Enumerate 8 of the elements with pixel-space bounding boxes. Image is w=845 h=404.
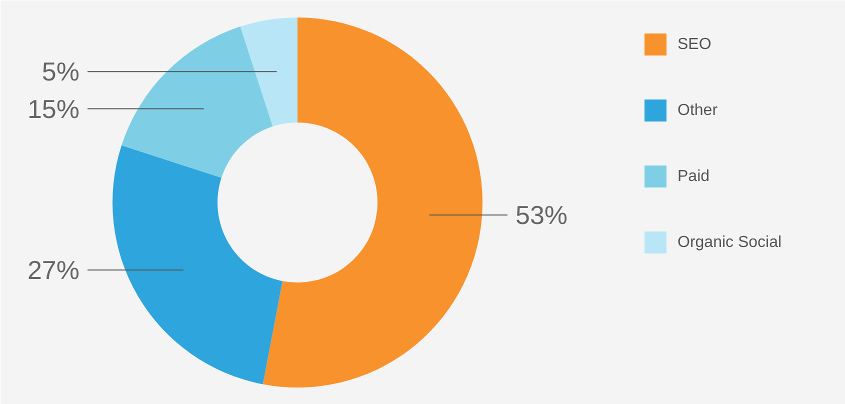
data-label: 5% <box>42 56 80 87</box>
data-label: 27% <box>27 254 80 285</box>
legend-label: Other <box>678 102 718 119</box>
legend-label: Paid <box>678 168 710 185</box>
data-label: 53% <box>516 200 568 230</box>
legend-label: SEO <box>678 36 712 53</box>
legend-label: Organic Social <box>678 234 782 251</box>
data-label: 15% <box>27 94 80 124</box>
